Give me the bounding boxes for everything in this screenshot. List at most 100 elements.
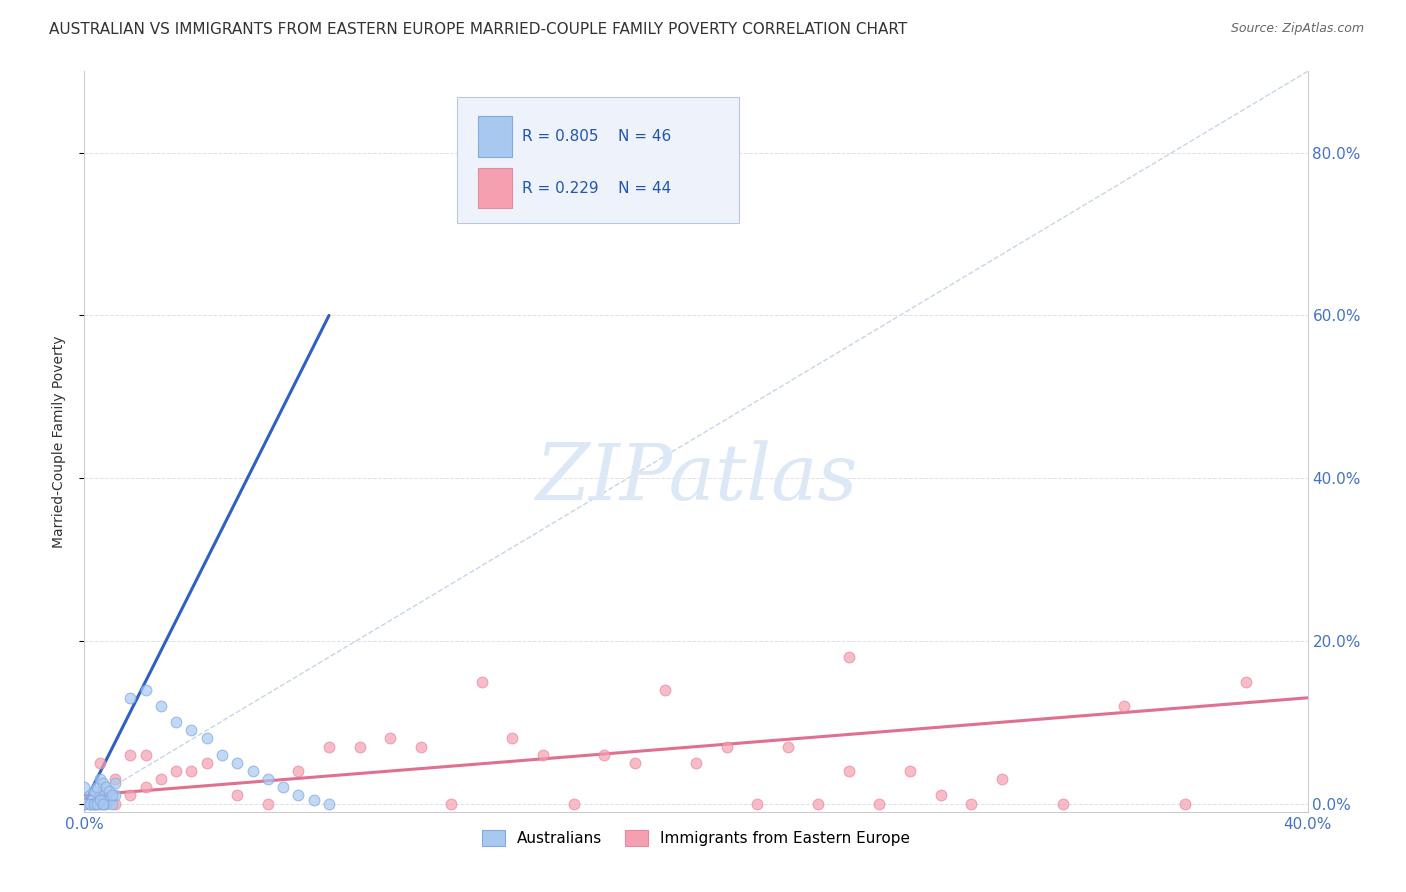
Text: R = 0.229    N = 44: R = 0.229 N = 44 (522, 181, 672, 196)
Point (79, 789, 101, 803)
Point (83, 784, 105, 798)
Point (1236, 674, 1258, 689)
Point (318, 797, 340, 811)
Point (104, 797, 127, 811)
Point (180, 723, 202, 738)
Point (502, 731, 524, 746)
Point (807, 797, 830, 811)
Point (89, 789, 111, 803)
Point (73, 797, 96, 811)
Point (91, 776, 114, 790)
FancyBboxPatch shape (478, 116, 513, 156)
Point (104, 772, 127, 787)
Point (89, 789, 111, 803)
Point (242, 764, 264, 778)
Point (120, 747, 142, 762)
Point (195, 756, 218, 770)
Point (226, 789, 249, 803)
Point (838, 650, 860, 665)
Point (79, 797, 101, 811)
Point (101, 789, 124, 803)
Point (73, 797, 96, 811)
Point (135, 747, 157, 762)
Text: R = 0.805    N = 46: R = 0.805 N = 46 (522, 129, 672, 144)
Point (73, 797, 96, 811)
Point (86, 797, 108, 811)
Point (94, 797, 117, 811)
Point (838, 764, 860, 778)
Point (94, 780, 117, 795)
Y-axis label: Married-Couple Family Poverty: Married-Couple Family Poverty (52, 335, 66, 548)
Point (929, 789, 952, 803)
Point (991, 772, 1014, 787)
Point (440, 797, 463, 811)
Point (89, 772, 111, 787)
Point (380, 731, 402, 746)
Point (104, 776, 127, 790)
Point (104, 789, 127, 803)
Point (83, 797, 105, 811)
Point (120, 789, 142, 803)
Point (73, 797, 96, 811)
Point (271, 780, 294, 795)
Point (869, 797, 891, 811)
Point (135, 780, 157, 795)
Point (86, 780, 108, 795)
Point (91, 792, 114, 806)
Point (685, 756, 707, 770)
Point (226, 756, 249, 770)
Point (716, 739, 738, 754)
Point (83, 797, 105, 811)
FancyBboxPatch shape (478, 168, 513, 209)
Point (149, 698, 172, 713)
Text: Source: ZipAtlas.com: Source: ZipAtlas.com (1230, 22, 1364, 36)
Point (593, 747, 616, 762)
Point (97, 784, 120, 798)
Point (562, 797, 585, 811)
Point (624, 756, 647, 770)
Point (257, 797, 280, 811)
Point (86, 797, 108, 811)
Text: AUSTRALIAN VS IMMIGRANTS FROM EASTERN EUROPE MARRIED-COUPLE FAMILY POVERTY CORRE: AUSTRALIAN VS IMMIGRANTS FROM EASTERN EU… (49, 22, 907, 37)
Point (747, 797, 769, 811)
Legend: Australians, Immigrants from Eastern Europe: Australians, Immigrants from Eastern Eur… (475, 824, 917, 852)
Point (349, 739, 371, 754)
Point (1052, 797, 1074, 811)
Point (257, 772, 280, 787)
Point (165, 715, 187, 730)
Point (86, 792, 108, 806)
Point (287, 789, 309, 803)
Point (302, 792, 325, 806)
Point (180, 764, 202, 778)
Point (79, 797, 101, 811)
Point (1174, 797, 1197, 811)
Point (471, 674, 494, 689)
Point (91, 797, 114, 811)
Point (91, 797, 114, 811)
Point (149, 772, 172, 787)
Point (89, 797, 111, 811)
Point (654, 682, 676, 697)
Point (89, 756, 111, 770)
Point (531, 747, 554, 762)
Point (120, 690, 142, 705)
FancyBboxPatch shape (457, 97, 738, 223)
Point (195, 731, 218, 746)
Point (83, 797, 105, 811)
Point (79, 797, 101, 811)
Point (960, 797, 983, 811)
Point (89, 792, 111, 806)
Point (101, 797, 124, 811)
Point (898, 764, 921, 778)
Point (211, 747, 233, 762)
Point (97, 792, 120, 806)
Point (1114, 698, 1136, 713)
Point (409, 739, 432, 754)
Point (318, 739, 340, 754)
Point (73, 780, 96, 795)
Point (287, 764, 309, 778)
Text: ZIPatlas: ZIPatlas (534, 441, 858, 516)
Point (165, 764, 187, 778)
Point (135, 682, 157, 697)
Point (776, 739, 799, 754)
